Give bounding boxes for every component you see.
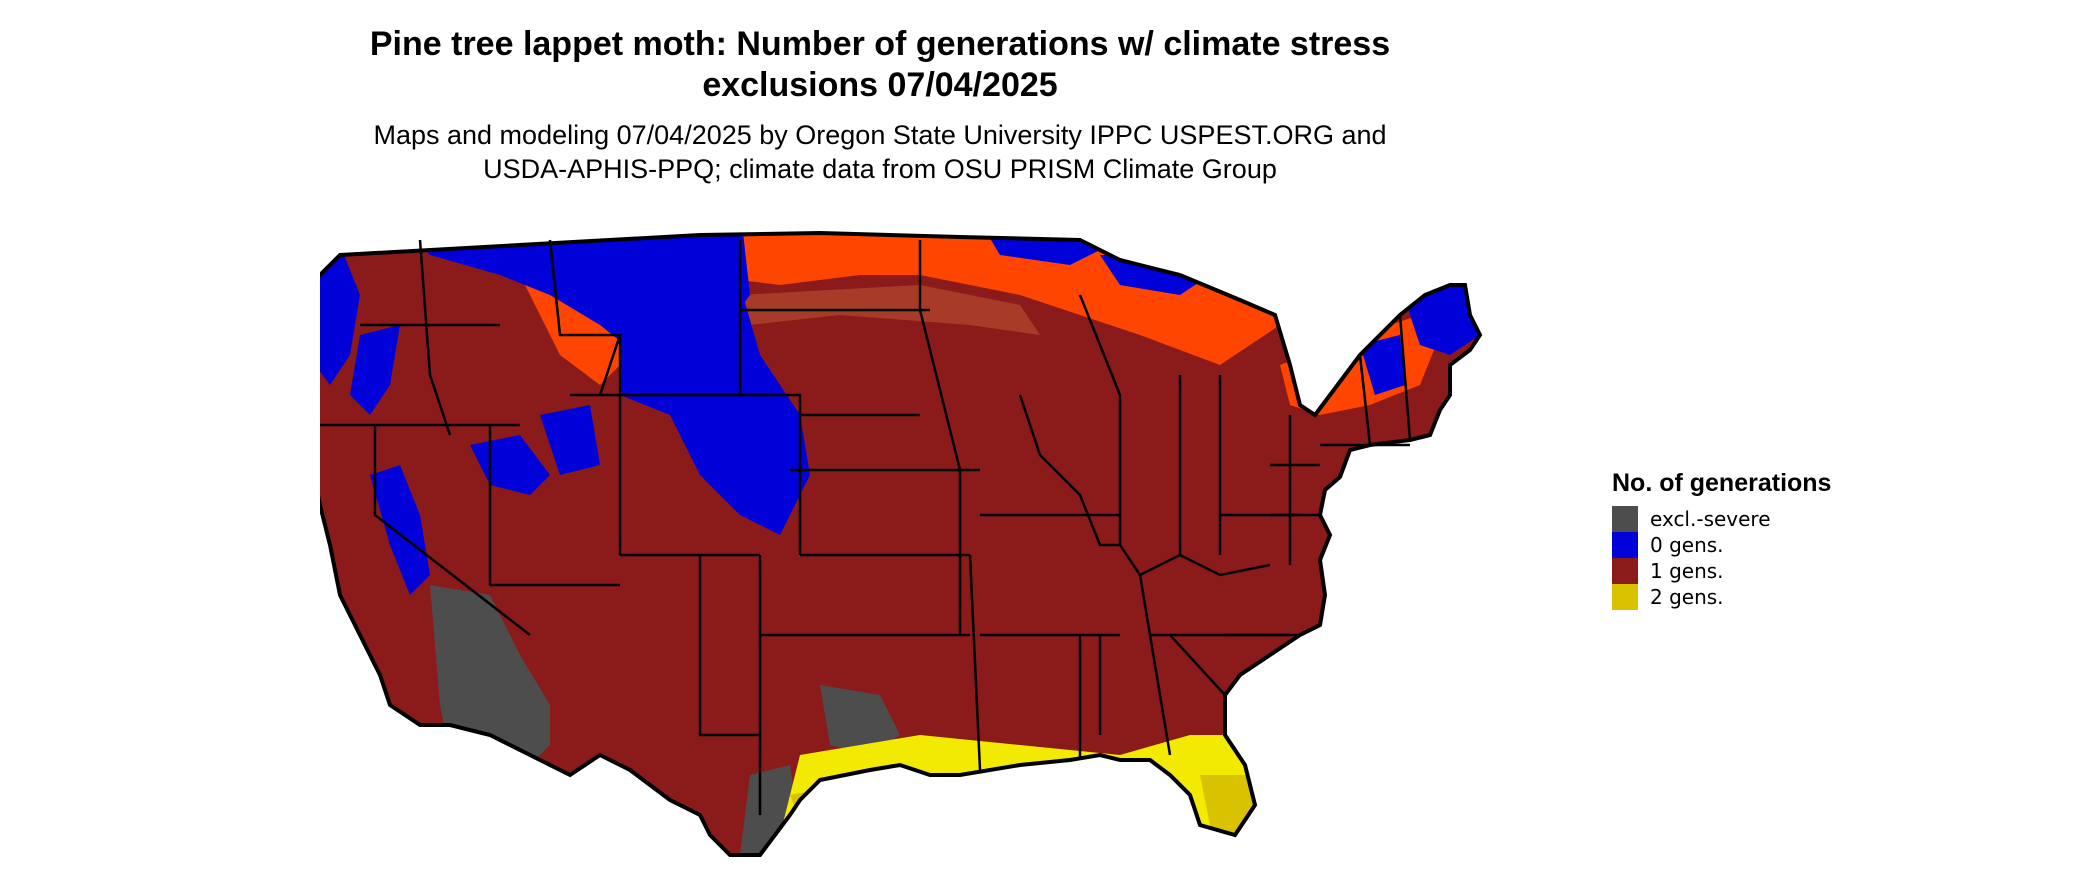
map-title: Pine tree lappet moth: Number of generat…: [369, 25, 1391, 104]
legend-item: 1 gens.: [1612, 558, 1912, 584]
zone-michigan-warm: [1150, 285, 1250, 355]
legend-swatch: [1612, 558, 1638, 584]
zone-two-gen-gulf: [780, 735, 1270, 855]
legend-swatch: [1612, 532, 1638, 558]
zone-cold-vermont: [1360, 335, 1405, 395]
legend-item: 2 gens.: [1612, 584, 1912, 610]
legend-label: 2 gens.: [1650, 585, 1724, 609]
legend-label: 0 gens.: [1650, 533, 1724, 557]
legend-item: excl.-severe: [1612, 506, 1912, 532]
us-generations-map: [320, 231, 1482, 857]
subtitle-line-1: Maps and modeling 07/04/2025 by Oregon S…: [373, 120, 1387, 150]
legend-title: No. of generations: [1612, 469, 1832, 497]
zone-cold-coast: [320, 245, 360, 385]
legend: No. of generations excl.-severe 0 gens. 1 …: [1612, 468, 1912, 610]
subtitle-line-2: USDA-APHIS-PPQ; climate data from OSU PR…: [483, 154, 1277, 184]
title-block: Pine tree lappet moth: Number of generat…: [330, 24, 1430, 186]
legend-items: excl.-severe 0 gens. 1 gens. 2 gens.: [1612, 506, 1912, 610]
legend-swatch: [1612, 506, 1638, 532]
zone-cold-sierra: [370, 465, 430, 595]
zone-cold-oregon: [350, 325, 400, 415]
state-borders: [320, 239, 1412, 815]
zone-two-gen-dark: [790, 775, 1265, 855]
legend-label: 1 gens.: [1650, 559, 1724, 583]
legend-swatch: [1612, 584, 1638, 610]
map-subtitle: Maps and modeling 07/04/2025 by Oregon S…: [330, 118, 1430, 186]
legend-label: excl.-severe: [1650, 507, 1771, 531]
zone-cold-rockies: [620, 275, 810, 535]
zone-excluded-texas-west: [820, 685, 900, 755]
zone-cold-utah: [540, 405, 600, 475]
legend-item: 0 gens.: [1612, 532, 1912, 558]
